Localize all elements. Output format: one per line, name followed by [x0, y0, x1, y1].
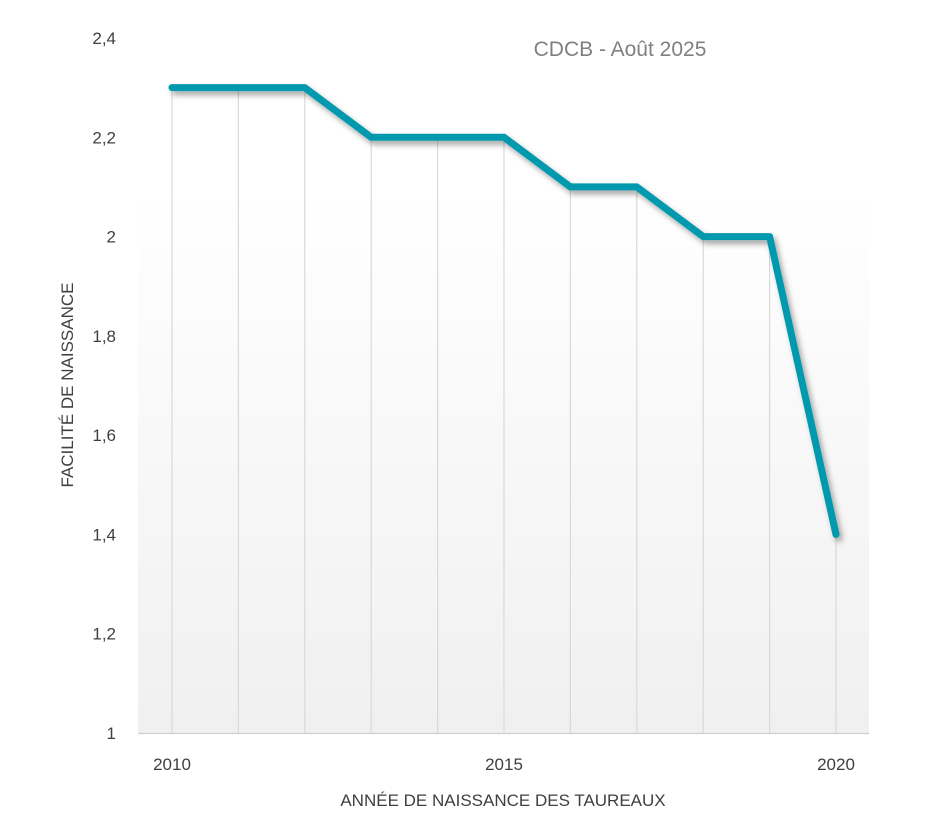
x-tick-label: 2015 [485, 755, 523, 774]
y-tick-label: 1,2 [92, 625, 116, 644]
y-tick-label: 1,8 [92, 327, 116, 346]
y-tick-label: 1 [107, 724, 116, 743]
y-tick-label: 1,6 [92, 426, 116, 445]
y-tick-label: 2 [107, 228, 116, 247]
chart-title: CDCB - Août 2025 [534, 38, 707, 61]
x-tick-label: 2020 [817, 755, 855, 774]
y-axis-label: FACILITÉ DE NAISSANCE [58, 283, 77, 488]
x-axis-label: ANNÉE DE NAISSANCE DES TAUREAUX [340, 791, 665, 810]
x-tick-label: 2010 [153, 755, 191, 774]
y-tick-label: 1,4 [92, 525, 116, 544]
y-tick-label: 2,2 [92, 128, 116, 147]
y-tick-label: 2,4 [92, 29, 116, 48]
series-line [168, 84, 840, 538]
